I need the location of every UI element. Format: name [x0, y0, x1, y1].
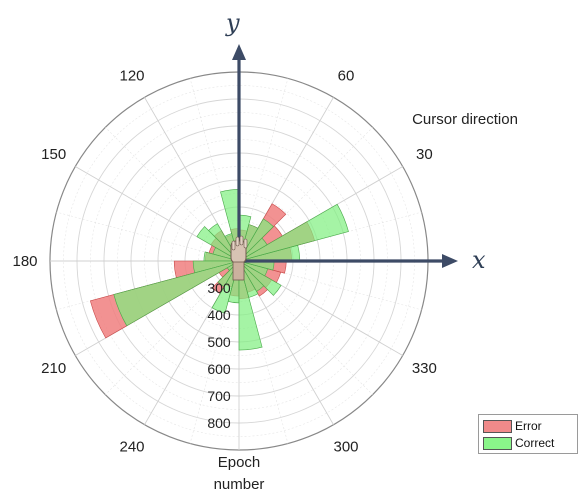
angle-tick-label-240: 240 — [119, 438, 144, 455]
radial-tick-label-800: 800 — [207, 415, 231, 431]
angular-gridline — [238, 211, 422, 262]
angle-tick-label-30: 30 — [416, 146, 433, 163]
hand-icon — [230, 235, 248, 281]
angular-axis-label: Cursor direction — [412, 111, 518, 128]
angle-tick-label-60: 60 — [338, 68, 355, 85]
x-axis-arrowhead — [442, 254, 458, 268]
legend-label-correct: Correct — [515, 436, 555, 450]
angular-gridline — [238, 260, 289, 444]
radial-axis-label-line2: number — [214, 476, 265, 493]
legend-item-correct: Correct — [483, 435, 554, 451]
radial-tick-label-600: 600 — [207, 361, 231, 377]
bar-correct-15 — [238, 203, 349, 262]
bar-correct-195 — [113, 260, 240, 327]
hand-finger — [243, 238, 248, 249]
angular-gridline — [238, 78, 289, 262]
hand-finger — [231, 240, 236, 251]
radial-tick-label-400: 400 — [207, 307, 231, 323]
legend-label-error: Error — [515, 419, 542, 433]
radial-axis-label-line1: Epoch — [218, 454, 261, 471]
y-axis-arrowhead — [232, 44, 246, 60]
x-axis-letter: x — [472, 246, 486, 274]
xy-axes: xy — [225, 9, 486, 274]
bar-correct-135 — [196, 226, 240, 262]
angular-gridline — [238, 260, 422, 311]
legend: Error Correct — [478, 414, 578, 454]
angular-gridline — [105, 127, 240, 262]
legend-item-error: Error — [483, 418, 542, 434]
legend-swatch-correct — [483, 436, 512, 450]
angle-tick-label-300: 300 — [333, 438, 358, 455]
angular-gridline — [56, 260, 240, 311]
radial-tick-label-700: 700 — [207, 388, 231, 404]
radial-tick-label-500: 500 — [207, 334, 231, 350]
bar-correct-45 — [238, 218, 274, 262]
angular-gridline — [56, 211, 240, 262]
angular-gridline — [105, 260, 240, 395]
angle-tick-label-330: 330 — [412, 360, 437, 377]
hand-finger — [235, 236, 240, 247]
angle-tick-label-210: 210 — [41, 360, 66, 377]
angle-tick-label-180: 180 — [12, 253, 37, 270]
angular-gridline — [238, 127, 373, 262]
bar-correct-240 — [211, 260, 240, 314]
angular-gridline — [189, 78, 240, 262]
bar-correct-315 — [238, 260, 282, 296]
angular-gridline — [189, 260, 240, 444]
legend-swatch-error — [483, 419, 512, 433]
radial-tick-label-300: 300 — [207, 280, 231, 296]
angular-gridline — [238, 260, 373, 395]
angle-tick-label-150: 150 — [41, 146, 66, 163]
hand-wrist — [232, 261, 245, 281]
angle-tick-label-120: 120 — [119, 68, 144, 85]
y-axis-letter: y — [225, 9, 240, 37]
tick-labels: 30 60 120 150 180 210 240 300 330 Cursor directio… — [12, 68, 517, 493]
hand-finger — [239, 235, 244, 246]
